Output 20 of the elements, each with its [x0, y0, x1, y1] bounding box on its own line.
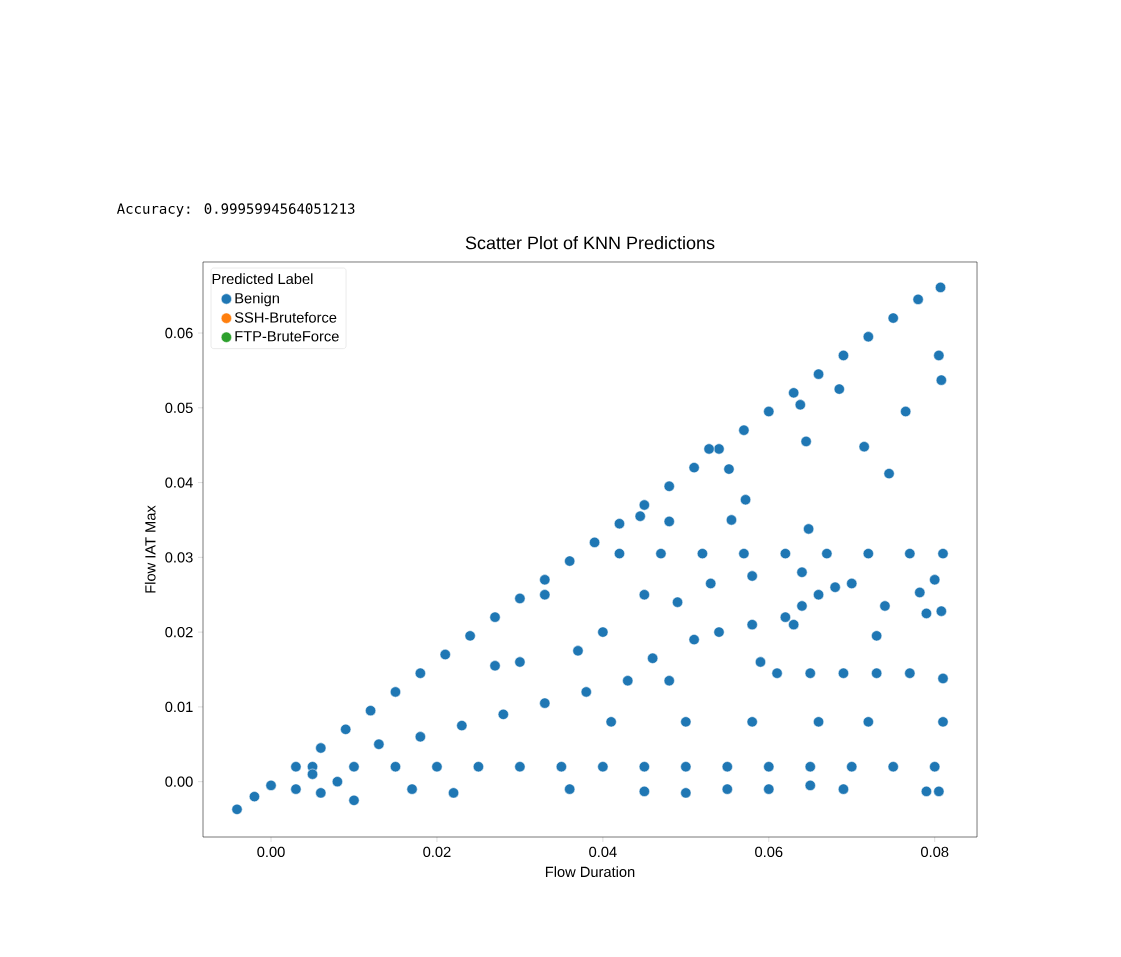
x-tick-label: 0.02 — [423, 846, 451, 858]
text: Accuracy: 0.9995994564051213 — [116, 203, 355, 217]
legend-title: Predicted Label — [212, 273, 313, 285]
legend-label: FTP-BruteForce — [235, 331, 339, 342]
chart-title: Scatter Plot of KNN Predictions — [465, 236, 715, 250]
x-tick-label: 0.06 — [755, 846, 783, 858]
y-tick-label: 0.02 — [165, 626, 193, 638]
y-tick-label: 0.03 — [165, 552, 193, 563]
y-tick-label: 0.00 — [165, 776, 193, 787]
y-tick-label: 0.01 — [165, 701, 193, 713]
legend-label: SSH-Bruteforce — [234, 311, 337, 323]
x-tick-label: 0.00 — [257, 846, 285, 858]
x-tick-label: 0.08 — [921, 846, 949, 858]
y-tick-label: 0.05 — [165, 402, 193, 413]
y-tick-label: 0.04 — [165, 477, 193, 488]
legend-label: Benign — [235, 292, 279, 307]
y-axis-title: Flow IAT Max — [144, 505, 156, 593]
y-tick-label: 0.06 — [165, 327, 193, 339]
x-tick-label: 0.04 — [589, 846, 617, 858]
x-axis-title: Flow Duration — [545, 866, 635, 878]
